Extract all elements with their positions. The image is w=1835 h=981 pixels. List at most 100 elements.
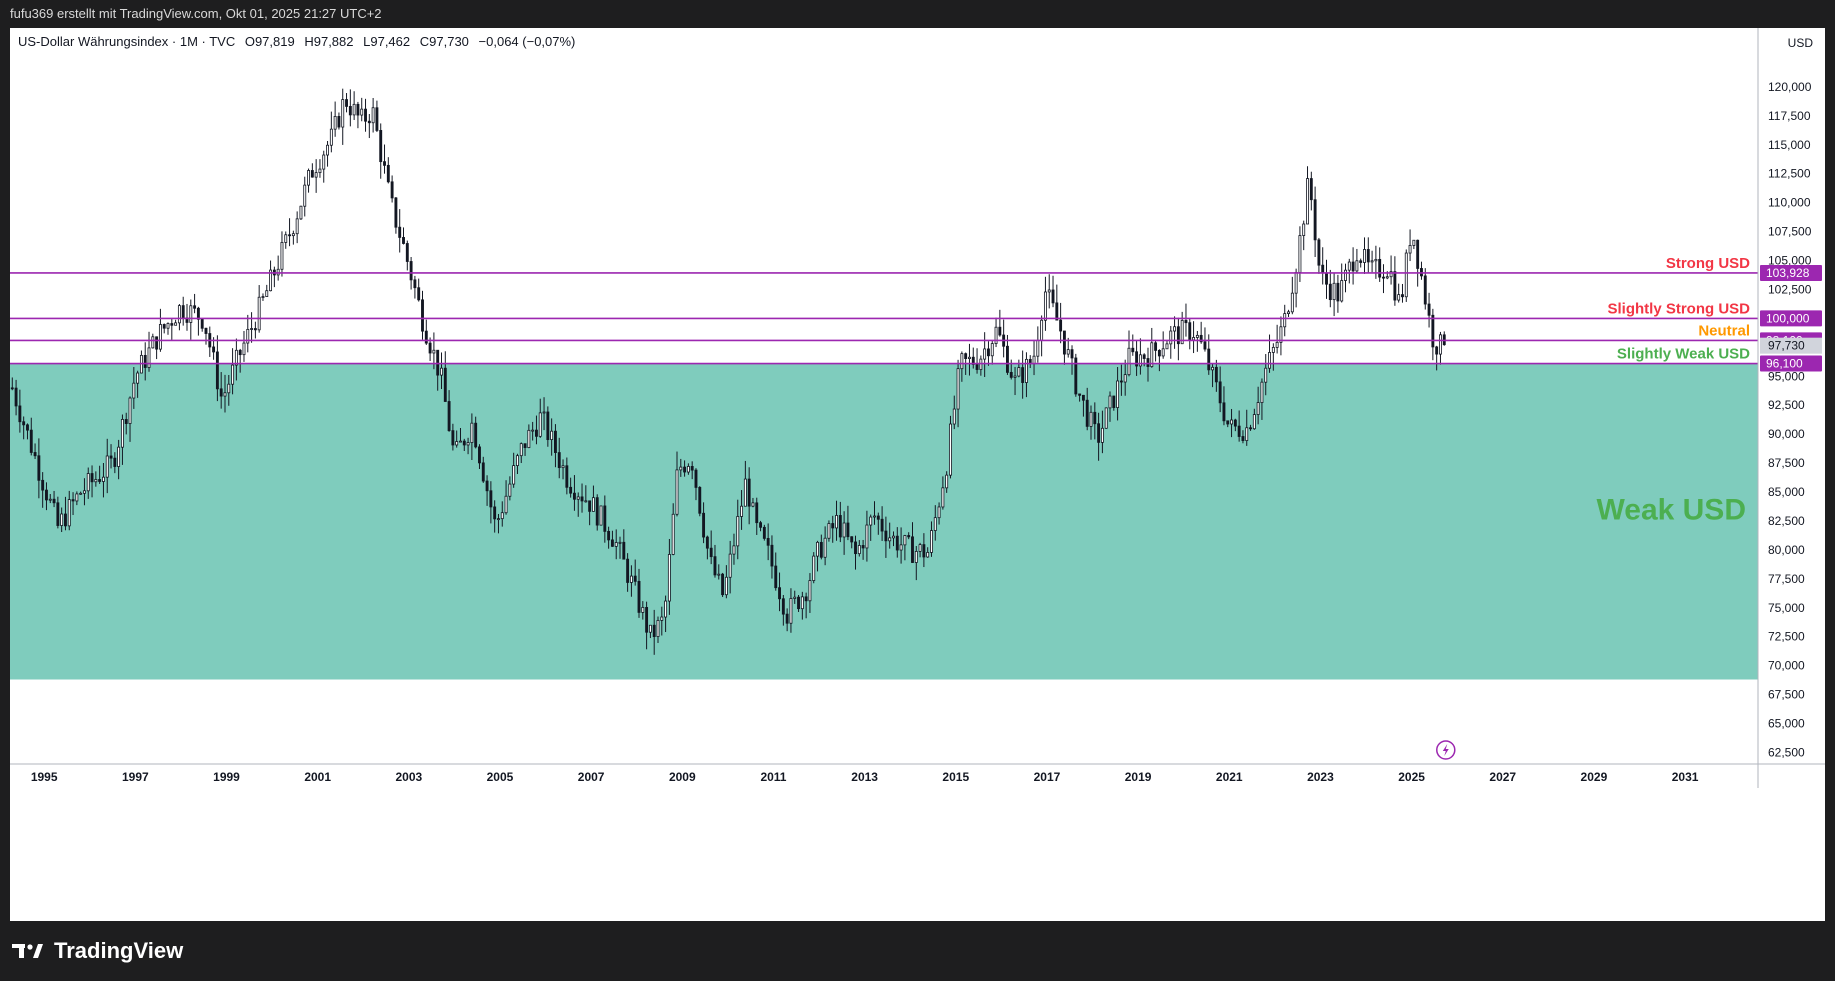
candle-body [572, 492, 576, 500]
ohlc-change: −0,064 (−0,07%) [478, 34, 576, 49]
candle-body [816, 541, 819, 557]
y-tick-label: 110,000 [1768, 196, 1811, 210]
last-price-badge[interactable] [1760, 337, 1822, 354]
candle-body [702, 512, 706, 538]
candle-body [1070, 349, 1074, 359]
candle-body [1351, 261, 1355, 272]
candle-body [1112, 395, 1116, 408]
candle-body [181, 305, 185, 319]
candle-body [1074, 357, 1078, 395]
candle-body [1203, 341, 1207, 350]
candle-body [614, 542, 618, 547]
x-tick-label: 2017 [1034, 770, 1061, 784]
candle-body [550, 430, 554, 441]
candle-body [622, 541, 626, 560]
candle-body [1131, 347, 1135, 353]
candle-body [1245, 427, 1249, 441]
price-badge[interactable] [1760, 310, 1822, 327]
candle-body [424, 330, 428, 344]
candle-body [1138, 354, 1142, 367]
candle-body [793, 596, 797, 599]
candle-body [869, 516, 873, 526]
y-tick-label: 117,500 [1768, 109, 1811, 123]
candle-body [588, 500, 592, 512]
candle-body [367, 120, 371, 124]
candle-body [1378, 258, 1382, 278]
candle-body [937, 506, 941, 519]
candle-body [383, 161, 386, 166]
candle-body [781, 598, 785, 615]
chart-panel[interactable]: Strong USD Slightly Strong USD Neutral Slig… [10, 28, 1825, 921]
candle-body [626, 558, 630, 583]
candle-body [1366, 249, 1370, 263]
currency-label[interactable]: USD [1787, 36, 1813, 50]
candle-body [838, 515, 842, 538]
candle-body [656, 620, 660, 637]
candle-body [1142, 354, 1146, 359]
candle-body [348, 106, 352, 116]
candle-body [295, 218, 299, 235]
weak-usd-zone[interactable] [10, 363, 1758, 680]
candle-body [538, 412, 542, 437]
candle-body [603, 505, 607, 532]
y-tick-label: 105,000 [1768, 254, 1812, 268]
candle-body [755, 502, 759, 524]
candle-body [983, 348, 987, 360]
y-tick-label: 92,500 [1768, 398, 1805, 412]
candle-body [1047, 289, 1051, 293]
x-tick-label: 2021 [1216, 770, 1243, 784]
candle-body [1006, 345, 1009, 373]
candle-body [804, 596, 808, 602]
candle-body [124, 419, 128, 424]
candle-body [1085, 399, 1089, 427]
ohlc-close: C97,730 [419, 34, 469, 49]
y-tick-label: 67,500 [1768, 688, 1805, 702]
candle-body [964, 353, 968, 359]
candle-body [204, 327, 208, 334]
candle-body [109, 455, 113, 459]
y-tick-label: 65,000 [1768, 716, 1805, 730]
tradingview-logo[interactable]: TradingView [12, 938, 183, 964]
candle-body [618, 541, 622, 544]
candle-body [747, 478, 751, 507]
candle-body [329, 128, 333, 146]
candle-body [341, 99, 345, 128]
candle-body [565, 465, 569, 488]
candle-body [705, 536, 709, 549]
y-tick-label: 107,500 [1768, 225, 1812, 239]
candle-body [269, 269, 273, 292]
candle-body [1199, 334, 1203, 343]
candle-body [569, 486, 573, 494]
candle-body [850, 536, 854, 543]
candle-body [1271, 346, 1275, 353]
candle-body [717, 573, 721, 576]
candle-body [1081, 394, 1085, 401]
candle-body [527, 429, 531, 449]
candle-body [1161, 348, 1165, 357]
candle-body [322, 154, 326, 170]
candle-body [155, 336, 159, 350]
candle-body [41, 479, 45, 491]
candle-body [52, 498, 56, 504]
candle-body [1218, 381, 1222, 404]
price-badge[interactable] [1760, 264, 1822, 281]
candle-body [318, 168, 322, 174]
price-badge-label: 103,928 [1766, 266, 1810, 280]
candle-body [1211, 366, 1215, 371]
candle-body [599, 505, 603, 526]
price-badge[interactable] [1760, 355, 1822, 372]
candle-body [413, 279, 417, 289]
candle-body [364, 108, 367, 122]
candle-body [987, 348, 990, 357]
candle-body [310, 170, 314, 178]
candle-body [914, 551, 918, 563]
candle-body [497, 518, 500, 521]
price-chart[interactable]: Strong USD Slightly Strong USD Neutral Slig… [10, 28, 1825, 921]
symbol-legend: US-Dollar Währungsindex · 1M · TVC O97,8… [18, 34, 581, 49]
candle-body [29, 429, 33, 453]
level-label: Neutral [1698, 322, 1750, 339]
candle-body [531, 429, 535, 432]
candle-body [1328, 283, 1332, 301]
candle-body [941, 487, 945, 508]
candle-body [998, 326, 1002, 336]
